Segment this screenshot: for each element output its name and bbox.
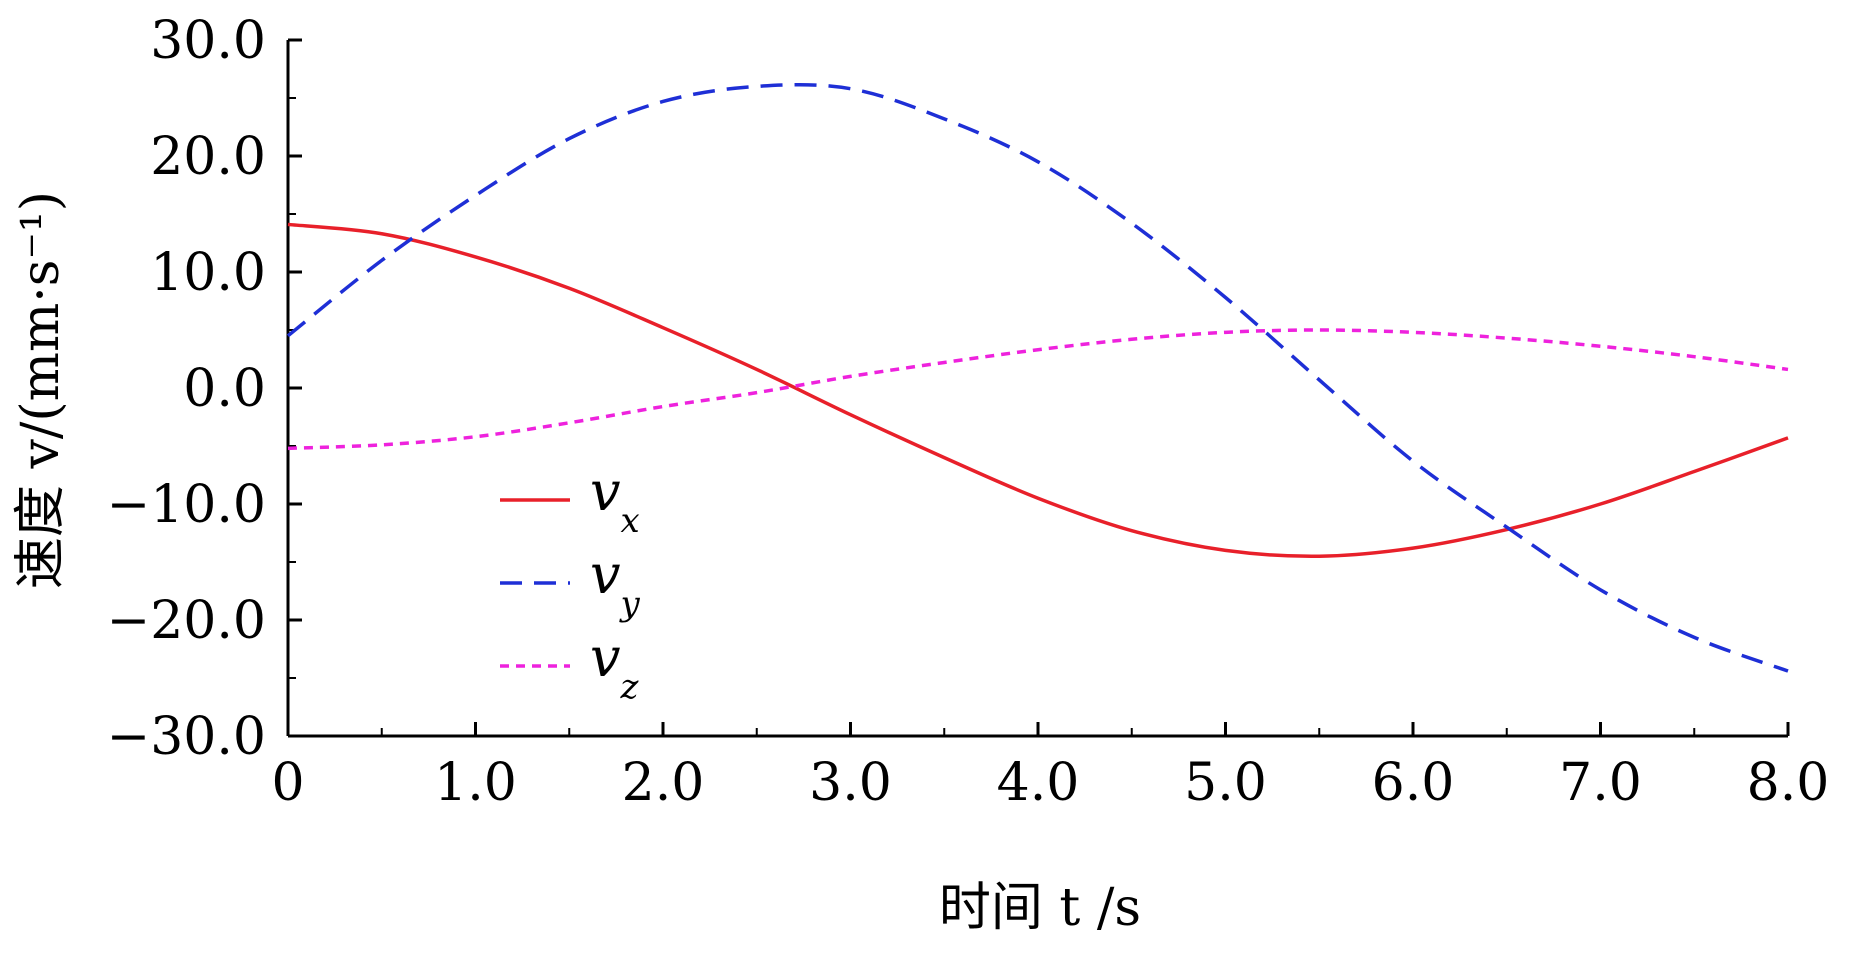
y-tick-label: 30.0	[150, 11, 266, 71]
y-tick-label: −20.0	[107, 591, 266, 651]
x-tick-label: 3.0	[809, 753, 892, 813]
series-lines	[286, 82, 1789, 673]
y-tick-label: 0.0	[183, 359, 266, 419]
x-tick-label: 6.0	[1372, 753, 1455, 813]
x-tick-label: 0	[271, 753, 304, 813]
legend-label-vy: vy	[590, 543, 641, 624]
x-axis-title: 时间 t /s	[939, 878, 1141, 938]
axis-titles: 时间 t /s 速度 v/(mm·s⁻¹)	[11, 191, 1141, 938]
x-tick-label: 1.0	[434, 753, 517, 813]
legend-label-vz: vz	[590, 626, 640, 707]
y-axis-title: 速度 v/(mm·s⁻¹)	[11, 191, 71, 589]
series-line-vy	[286, 82, 1789, 673]
series-line-vx	[287, 222, 1789, 558]
x-tick-label: 4.0	[997, 753, 1080, 813]
legend-label-vx: vx	[590, 460, 640, 541]
x-tick-label: 5.0	[1184, 753, 1267, 813]
legend-subscript: x	[621, 501, 640, 541]
y-tick-label: −30.0	[107, 707, 266, 767]
y-tick-label: 20.0	[150, 127, 266, 187]
legend-subscript: z	[620, 667, 640, 707]
axes: 30.0 20.0 10.0 0.0 −10.0 −20.0 −30.00 1.0 2.0 3.0…	[107, 11, 1830, 813]
x-tick-label: 7.0	[1559, 753, 1642, 813]
y-tick-label: −10.0	[107, 475, 266, 535]
series-line-vz	[287, 328, 1789, 451]
x-tick-label: 2.0	[622, 753, 705, 813]
legend-subscript: y	[619, 584, 641, 624]
x-tick-label: 8.0	[1747, 753, 1830, 813]
y-tick-label: 10.0	[150, 243, 266, 303]
